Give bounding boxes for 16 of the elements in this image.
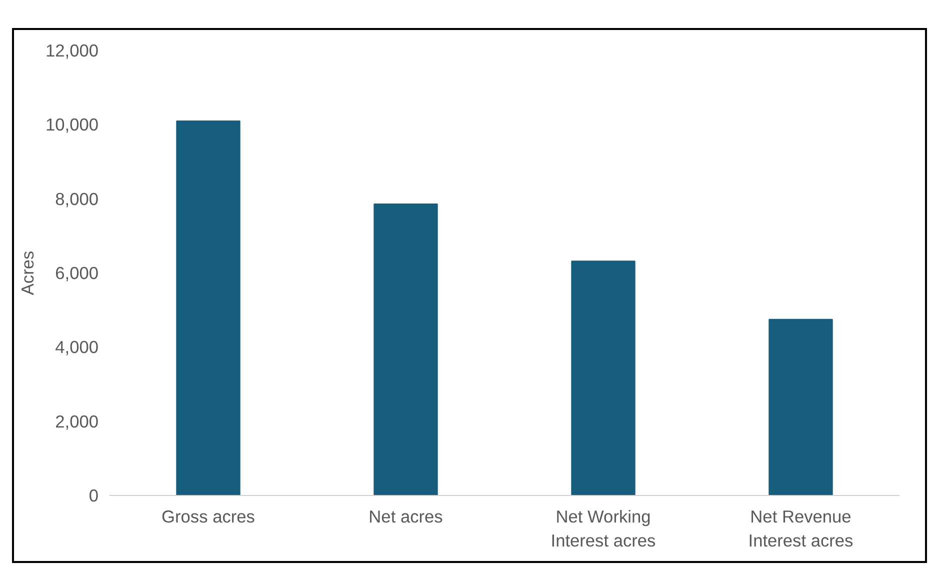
y-tick-label: 8,000 (55, 188, 99, 209)
x-tick-label: Gross acres (162, 506, 256, 526)
x-tick-label: Net acres (368, 506, 444, 526)
bar (768, 318, 833, 496)
bar (374, 204, 438, 496)
y-tick-label: 6,000 (55, 263, 99, 283)
y-tick-label: 0 (88, 486, 99, 506)
y-tick-label: 10,000 (46, 114, 98, 135)
x-tick-label: Net Working Interest acres (550, 506, 656, 550)
bar (571, 260, 636, 496)
y-tick-label: 2,000 (55, 411, 99, 432)
y-axis-title: Acres (18, 250, 38, 296)
x-tick-label: Net Revenue Interest acres (748, 506, 854, 550)
bar (176, 120, 240, 496)
y-tick-label: 4,000 (55, 337, 99, 358)
y-tick-label: 12,000 (46, 40, 98, 60)
